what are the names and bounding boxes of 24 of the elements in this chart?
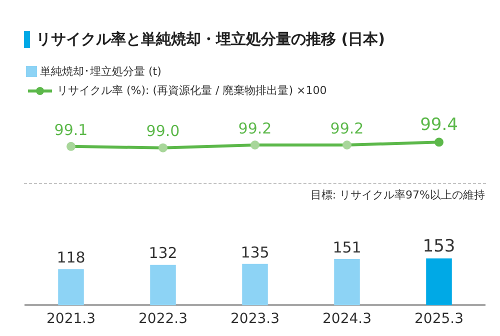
data-label: 99.2 (238, 119, 272, 138)
bar (58, 269, 84, 306)
data-label: 151 (332, 238, 362, 256)
text: 目標: リサイクル率97%以上の維持 (310, 188, 485, 202)
x-tick-label: 2022.3 (138, 311, 188, 328)
bar (334, 259, 360, 306)
x-tick-label: 2021.3 (46, 311, 96, 328)
data-label: 99.4 (420, 115, 458, 136)
data-label: 99.2 (330, 119, 364, 138)
data-label: 99.0 (146, 122, 180, 140)
legend-label: リサイクル率 (%): (再資源化量 / 廃棄物排出量) ×100 (57, 83, 327, 98)
data-label: 153 (422, 236, 456, 256)
legend-label: 単純焼却･埋立処分量 (t) (40, 64, 162, 79)
data-label: 118 (56, 248, 86, 266)
data-label: 132 (148, 244, 178, 262)
bar (426, 258, 452, 306)
data-label: 135 (240, 243, 270, 262)
x-tick-label: 2023.3 (230, 311, 280, 328)
x-tick-label: 2025.3 (414, 311, 464, 328)
bar (242, 264, 268, 306)
data-label: 99.1 (54, 120, 88, 139)
x-tick-label: 2024.3 (322, 311, 372, 328)
bar (150, 264, 176, 306)
chart-title: リサイクル率と単純焼却・埋立処分量の推移 (日本) (36, 30, 385, 49)
